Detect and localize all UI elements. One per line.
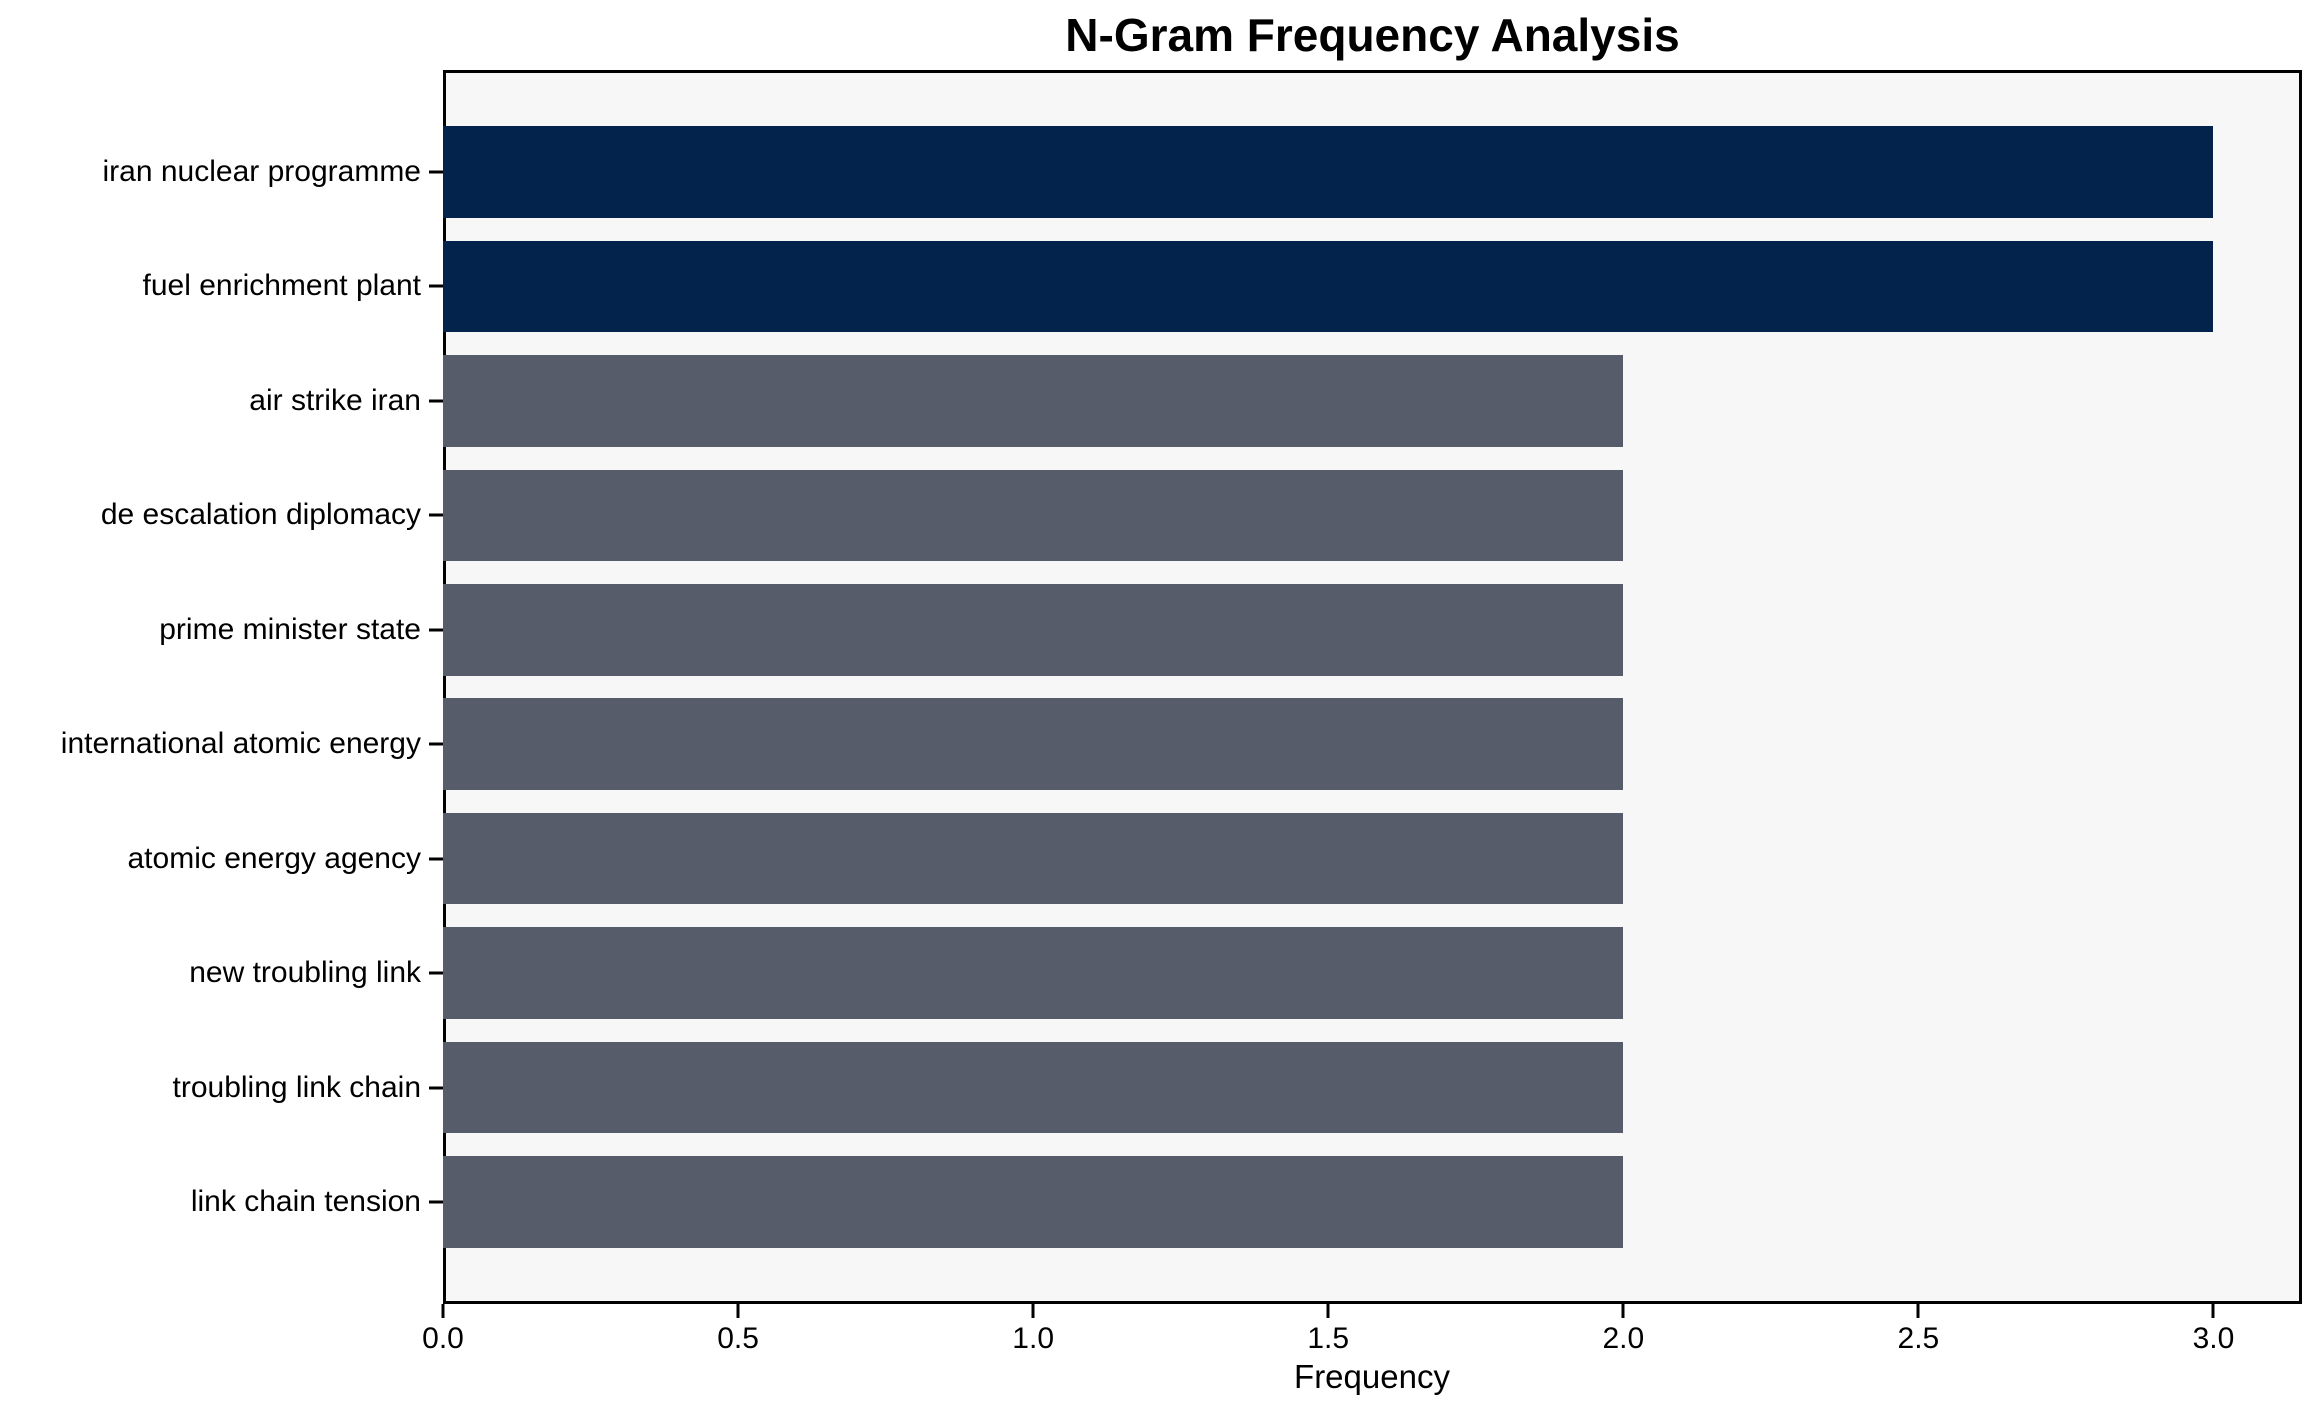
x-tick-label: 0.5 xyxy=(717,1322,759,1355)
y-tick-mark xyxy=(429,971,443,975)
y-tick-label: prime minister state xyxy=(159,612,421,646)
bar-new-troubling-link xyxy=(443,927,1624,1019)
bar-fuel-enrichment-plant xyxy=(443,240,2214,333)
y-tick-mark xyxy=(429,1200,443,1204)
y-tick-label: new troubling link xyxy=(189,956,421,990)
bar-atomic-energy-agency xyxy=(443,812,1624,905)
y-tick-mark xyxy=(429,170,443,174)
y-tick-label: international atomic energy xyxy=(60,727,421,761)
y-tick-label: de escalation diplomacy xyxy=(100,498,421,532)
x-tick-mark xyxy=(1621,1304,1625,1318)
x-tick-label: 2.5 xyxy=(1897,1322,1940,1355)
x-tick-label: 3.0 xyxy=(2192,1322,2235,1355)
x-tick-mark xyxy=(1916,1304,1920,1318)
y-tick-label: fuel enrichment plant xyxy=(142,269,422,303)
chart-title: N-Gram Frequency Analysis xyxy=(1065,9,1680,61)
bar-prime-minister-state xyxy=(443,583,1624,676)
y-tick-mark xyxy=(429,628,443,632)
x-tick-label: 1.5 xyxy=(1307,1322,1350,1355)
y-tick-mark xyxy=(429,1086,443,1090)
bar-air-strike-iran xyxy=(443,355,1624,447)
x-tick-label: 1.0 xyxy=(1012,1322,1055,1355)
x-tick-mark xyxy=(441,1304,445,1318)
y-tick-mark xyxy=(429,742,443,746)
y-tick-mark xyxy=(429,513,443,517)
y-tick-mark xyxy=(429,399,443,403)
x-tick-label: 0.0 xyxy=(422,1322,464,1355)
bar-troubling-link-chain xyxy=(443,1041,1624,1134)
bar-link-chain-tension xyxy=(443,1156,1624,1248)
x-tick-mark xyxy=(2211,1304,2215,1318)
bar-international-atomic-energy xyxy=(443,698,1624,790)
bar-iran-nuclear-programme xyxy=(443,126,2214,218)
y-tick-label: air strike iran xyxy=(249,383,421,417)
bar-de-escalation-diplomacy xyxy=(443,469,1624,562)
x-tick-mark xyxy=(736,1304,740,1318)
y-tick-label: link chain tension xyxy=(190,1185,421,1219)
x-axis-label: Frequency xyxy=(1294,1358,1450,1395)
y-tick-mark xyxy=(429,284,443,288)
y-tick-label: atomic energy agency xyxy=(127,841,422,875)
y-tick-mark xyxy=(429,857,443,861)
y-tick-label: iran nuclear programme xyxy=(102,154,421,188)
x-tick-label: 2.0 xyxy=(1602,1322,1645,1355)
x-tick-mark xyxy=(1031,1304,1035,1318)
y-tick-label: troubling link chain xyxy=(172,1070,421,1104)
x-tick-mark xyxy=(1326,1304,1330,1318)
